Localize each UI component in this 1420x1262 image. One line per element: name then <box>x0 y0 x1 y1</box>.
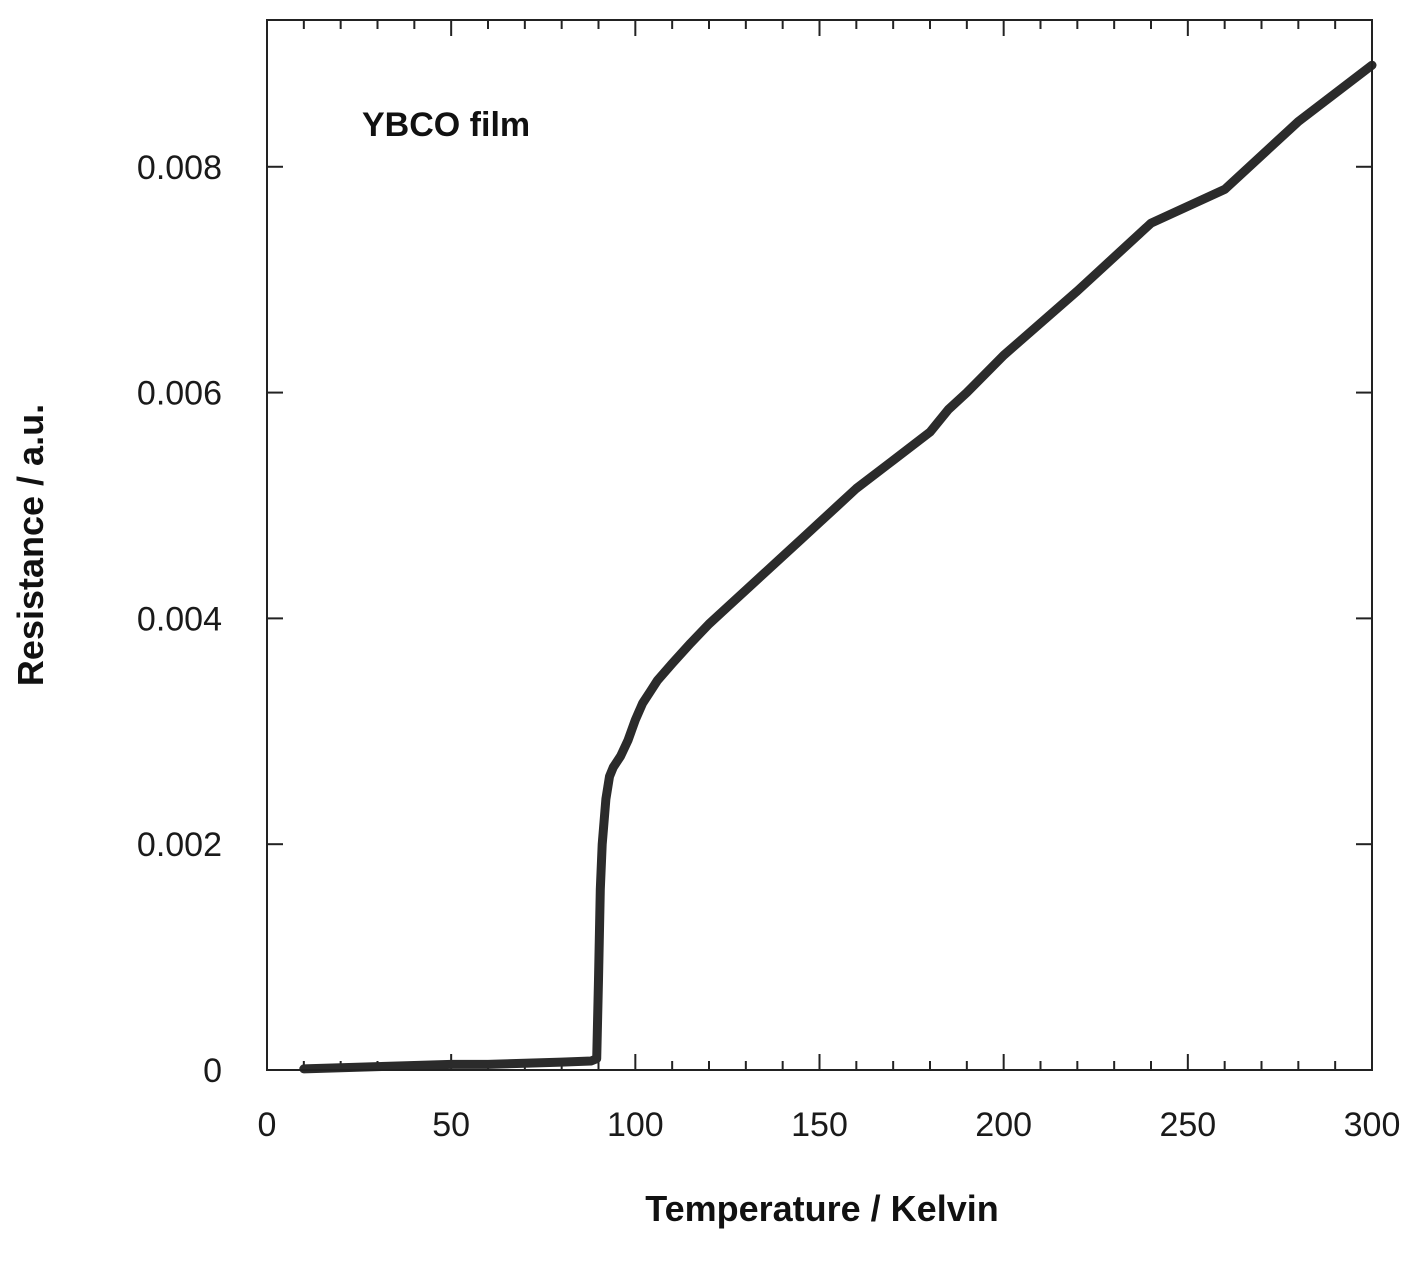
y-tick-label: 0.006 <box>137 375 222 413</box>
y-axis-title: Resistance / a.u. <box>10 404 51 686</box>
x-axis-ticks <box>266 20 1373 1070</box>
x-tick-label: 200 <box>975 1106 1032 1144</box>
y-axis-ticks <box>267 165 1372 1071</box>
plot-frame <box>266 19 1373 1071</box>
plot-area-series <box>299 60 1377 1074</box>
x-axis-tick-labels: 0 50 100 150 200 250 300 <box>258 1106 1401 1144</box>
y-tick-label: 0 <box>203 1052 222 1090</box>
x-axis-title: Temperature / Kelvin <box>645 1188 998 1229</box>
series-line-resistance <box>299 60 1377 1074</box>
x-tick-label: 0 <box>258 1106 277 1144</box>
y-tick-label: 0.002 <box>137 826 222 864</box>
x-tick-label: 300 <box>1344 1106 1401 1144</box>
y-tick-label: 0.004 <box>137 600 222 638</box>
x-tick-label: 50 <box>432 1106 470 1144</box>
chart-annotation: YBCO film <box>362 106 530 144</box>
y-axis-tick-labels: 0 0.002 0.004 0.006 0.008 <box>137 149 222 1090</box>
x-tick-label: 100 <box>607 1106 664 1144</box>
y-tick-label: 0.008 <box>137 149 222 187</box>
x-tick-label: 250 <box>1159 1106 1216 1144</box>
x-tick-label: 150 <box>791 1106 848 1144</box>
